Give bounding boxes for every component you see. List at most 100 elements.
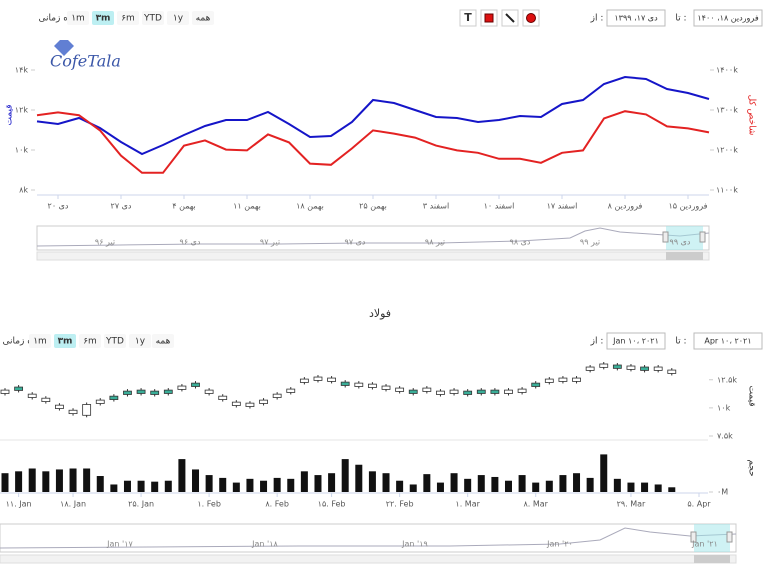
x-tick-label: ۱. Feb bbox=[197, 500, 221, 509]
volume-bar bbox=[368, 471, 376, 492]
candle bbox=[381, 385, 391, 390]
range-button[interactable] bbox=[67, 11, 89, 25]
volume-bar bbox=[409, 484, 417, 492]
volume-bar bbox=[491, 476, 499, 492]
y-tick-label: ۱۲۰۰k bbox=[716, 146, 738, 155]
to-label: تا : bbox=[675, 337, 686, 347]
volume-bar bbox=[15, 471, 23, 492]
candle bbox=[27, 393, 37, 398]
y-tick-label: ۱۴k bbox=[15, 66, 29, 75]
volume-bar bbox=[1, 473, 9, 492]
volume-bar bbox=[518, 475, 526, 492]
range-button[interactable] bbox=[104, 334, 126, 348]
volume-bar bbox=[287, 478, 295, 492]
candle bbox=[504, 389, 513, 394]
volume-bar bbox=[355, 464, 363, 492]
volume-bar bbox=[178, 459, 186, 492]
x-tick-label: بهمن ۴ bbox=[172, 202, 195, 211]
to-label: تا : bbox=[675, 14, 686, 24]
x-tick-label: فروردین ۸ bbox=[608, 202, 643, 211]
navigator-label: Jan '۲۰ bbox=[546, 540, 573, 549]
range-button-label: ۶m bbox=[83, 337, 97, 347]
volume-bar bbox=[477, 475, 485, 492]
candle bbox=[463, 390, 473, 395]
scrollbar-thumb[interactable] bbox=[694, 555, 730, 563]
y-tick-label: ۱۰k bbox=[717, 403, 731, 412]
volume-bar bbox=[151, 481, 159, 492]
candle bbox=[640, 366, 649, 371]
candle bbox=[231, 401, 241, 406]
tool-line bbox=[505, 13, 515, 23]
range-button[interactable] bbox=[142, 11, 164, 25]
range-button[interactable] bbox=[54, 334, 76, 348]
x-tick-label: ۸. Mar bbox=[523, 500, 548, 509]
axis-title: قیمت bbox=[5, 104, 15, 125]
from-input[interactable] bbox=[606, 332, 666, 350]
y-tick-label: ۱۲k bbox=[15, 106, 29, 115]
volume-bar bbox=[545, 480, 553, 492]
volume-bar bbox=[341, 459, 349, 492]
range-button[interactable] bbox=[92, 11, 114, 25]
line-series bbox=[36, 110, 710, 174]
navigator-handle[interactable] bbox=[699, 231, 706, 243]
navigator-label: Jan '۱۸ bbox=[251, 540, 278, 549]
candle bbox=[368, 383, 377, 388]
candle bbox=[517, 388, 527, 393]
scrollbar[interactable] bbox=[0, 554, 737, 564]
scrollbar-thumb[interactable] bbox=[666, 252, 703, 260]
navigator-handle[interactable] bbox=[690, 531, 697, 543]
candle bbox=[14, 386, 24, 391]
candle bbox=[340, 381, 350, 386]
navigator bbox=[0, 523, 737, 553]
volume-bar bbox=[232, 482, 240, 492]
candle bbox=[585, 366, 595, 371]
range-button[interactable] bbox=[167, 11, 189, 25]
candle bbox=[436, 390, 445, 395]
navigator-handle[interactable] bbox=[726, 531, 733, 543]
range-button[interactable] bbox=[152, 334, 174, 348]
range-button[interactable] bbox=[129, 334, 151, 348]
axis-title: حجم bbox=[747, 459, 757, 476]
candle bbox=[0, 389, 10, 394]
navigator-window[interactable] bbox=[666, 226, 703, 250]
from-label: از : bbox=[590, 14, 604, 24]
to-input[interactable] bbox=[693, 9, 763, 27]
candle bbox=[299, 378, 309, 383]
candle bbox=[191, 382, 200, 387]
volume-bar bbox=[42, 471, 50, 492]
candle bbox=[204, 389, 214, 394]
volume-bar bbox=[69, 468, 77, 492]
range-button[interactable] bbox=[79, 334, 101, 348]
navigator-window[interactable] bbox=[694, 524, 730, 552]
candle bbox=[531, 382, 541, 387]
volume-bar bbox=[464, 478, 472, 492]
x-tick-label: ۲۹. Mar bbox=[617, 500, 646, 509]
range-button-label: ۱m bbox=[71, 14, 85, 24]
candle bbox=[476, 389, 486, 394]
candle bbox=[68, 409, 78, 415]
tool-button[interactable] bbox=[459, 9, 477, 27]
volume-bar bbox=[83, 468, 91, 492]
navigator-handle[interactable] bbox=[662, 231, 669, 243]
x-tick-label: بهمن ۱۸ bbox=[296, 202, 324, 211]
range-button[interactable] bbox=[117, 11, 139, 25]
y-tick-label: ۱۲.۵k bbox=[717, 375, 737, 384]
range-button[interactable] bbox=[192, 11, 214, 25]
x-tick-label: ۱. Mar bbox=[455, 500, 480, 509]
from-input[interactable] bbox=[606, 9, 666, 27]
logo-gem bbox=[54, 40, 74, 56]
x-tick-label: بهمن ۱۱ bbox=[233, 202, 261, 211]
scrollbar[interactable] bbox=[36, 251, 710, 261]
candle bbox=[259, 399, 268, 404]
x-tick-label: فروردین ۱۵ bbox=[669, 202, 708, 211]
volume-bar bbox=[28, 468, 36, 492]
candle bbox=[109, 395, 119, 400]
candle bbox=[572, 377, 581, 382]
candle bbox=[286, 388, 296, 393]
range-button[interactable] bbox=[29, 334, 51, 348]
candle bbox=[667, 369, 677, 374]
to-input[interactable] bbox=[693, 332, 763, 350]
navigator-label: تیر ۹۹ bbox=[580, 238, 600, 247]
line-series bbox=[36, 75, 710, 156]
